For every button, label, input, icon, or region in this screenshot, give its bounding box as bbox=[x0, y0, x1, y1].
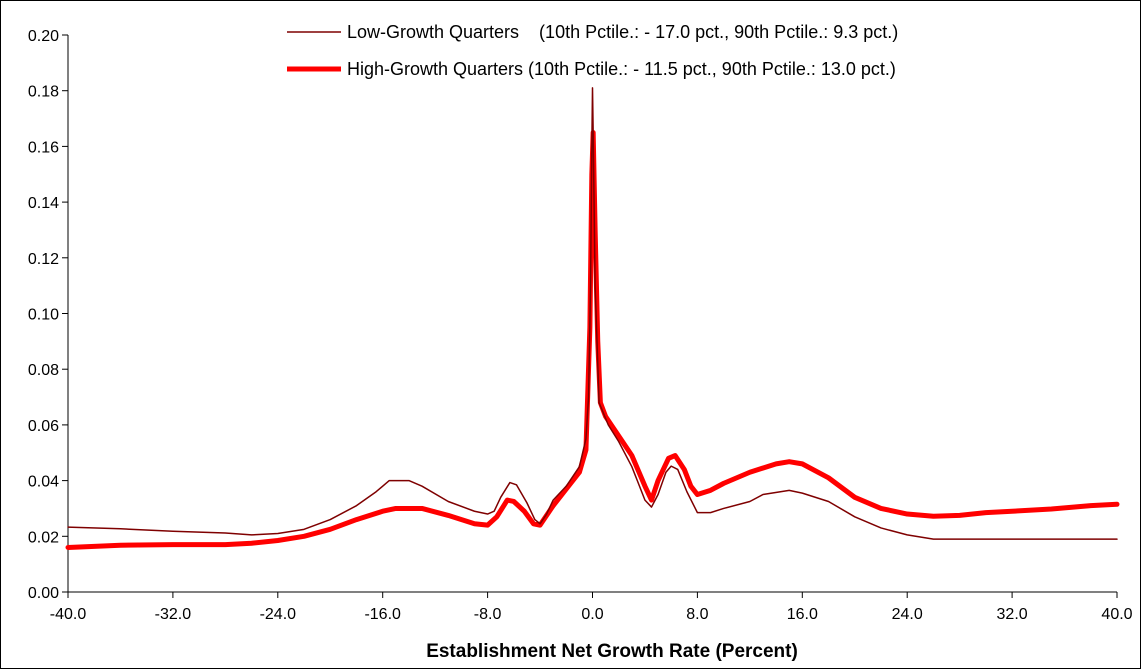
x-tick-label: 32.0 bbox=[997, 606, 1028, 623]
y-tick-label: 0.00 bbox=[28, 585, 59, 602]
x-tick-label: 0.0 bbox=[581, 606, 603, 623]
x-tick-label: 40.0 bbox=[1101, 606, 1132, 623]
x-tick-label: -40.0 bbox=[50, 606, 87, 623]
y-tick-label: 0.16 bbox=[28, 139, 59, 156]
y-tick-label: 0.10 bbox=[28, 307, 59, 324]
y-tick-label: 0.12 bbox=[28, 251, 59, 268]
y-tick-label: 0.02 bbox=[28, 529, 59, 546]
x-tick-label: -8.0 bbox=[474, 606, 502, 623]
x-tick-label: -32.0 bbox=[155, 606, 192, 623]
x-tick-label: 8.0 bbox=[686, 606, 708, 623]
legend-label-high-growth: High-Growth Quarters (10th Pctile.: - 11… bbox=[347, 59, 896, 79]
legend-label-low-growth: Low-Growth Quarters (10th Pctile.: - 17.… bbox=[347, 22, 898, 42]
y-axis-ticks: 0.00 0.02 0.04 0.06 0.08 0.10 0.12 0.14 0.16 0.18… bbox=[28, 28, 68, 602]
x-tick-label: -16.0 bbox=[364, 606, 401, 623]
x-tick-label: -24.0 bbox=[260, 606, 297, 623]
x-tick-label: 24.0 bbox=[892, 606, 923, 623]
series-line-high-growth bbox=[65, 129, 1120, 550]
x-axis-ticks: -40.0 -32.0 -24.0 -16.0 -8.0 0.0 8.0 16.0 24.0 32… bbox=[50, 592, 1133, 623]
y-tick-label: 0.18 bbox=[28, 84, 59, 101]
y-tick-label: 0.14 bbox=[28, 195, 59, 212]
y-tick-label: 0.08 bbox=[28, 362, 59, 379]
y-tick-label: 0.06 bbox=[28, 418, 59, 435]
y-tick-label: 0.04 bbox=[28, 474, 59, 491]
legend: Low-Growth Quarters (10th Pctile.: - 17.… bbox=[287, 22, 898, 79]
series-line-low-growth bbox=[67, 87, 1118, 540]
series-layer bbox=[65, 87, 1120, 550]
y-tick-label: 0.20 bbox=[28, 28, 59, 45]
x-axis-title: Establishment Net Growth Rate (Percent) bbox=[426, 641, 798, 662]
x-tick-label: 16.0 bbox=[787, 606, 818, 623]
